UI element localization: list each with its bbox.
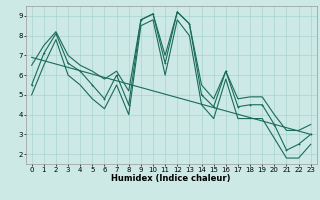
- X-axis label: Humidex (Indice chaleur): Humidex (Indice chaleur): [111, 174, 231, 183]
